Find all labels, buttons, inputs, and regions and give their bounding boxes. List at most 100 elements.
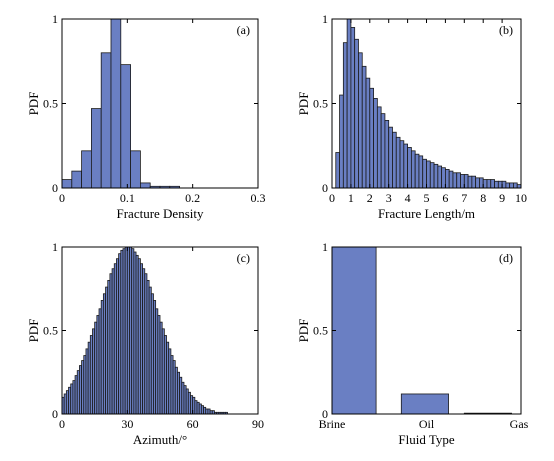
x-tick-label: 0.3 — [251, 191, 266, 205]
y-tick-label: 1 — [322, 240, 328, 254]
histogram-bar — [335, 152, 340, 189]
histogram-bar — [61, 179, 73, 189]
histogram-bar — [429, 162, 435, 189]
x-axis-label: Azimuth/° — [133, 432, 187, 447]
histogram-bar — [380, 113, 386, 189]
histogram-bar — [479, 177, 484, 189]
panel-d: 0 0.5 1 Brine Oil Gas Fluid Type PDF (d) — [296, 240, 529, 447]
panel-a: 0 0.5 1 0 0.1 0.2 0.3 Fracture Density PDF (a) — [26, 12, 266, 221]
histogram-bar — [358, 52, 363, 189]
x-tick-label: 1 — [348, 191, 354, 205]
histogram-bar — [456, 172, 461, 189]
histogram-bar — [110, 18, 122, 189]
histogram-bar — [452, 172, 458, 189]
histogram-bar — [501, 180, 507, 189]
x-tick-label: 9 — [499, 191, 505, 205]
y-tick-label: 0 — [322, 407, 328, 421]
histogram-bar — [395, 136, 401, 189]
histogram-bar — [373, 98, 378, 189]
histogram-bar — [365, 77, 371, 189]
histogram-bar — [418, 155, 424, 189]
histogram-bar — [392, 131, 397, 189]
histogram-bar — [410, 150, 416, 189]
y-tick-label: 1 — [52, 240, 58, 254]
x-tick-label: 30 — [121, 417, 133, 431]
y-tick-label: 0.5 — [313, 97, 328, 111]
histogram-bar — [414, 153, 420, 189]
y-axis-label: PDF — [26, 319, 41, 343]
y-tick-label: 1 — [52, 12, 58, 26]
histogram-bar — [388, 126, 393, 189]
histogram-bar — [497, 180, 503, 189]
y-axis-label: PDF — [26, 92, 41, 116]
x-tick-label: 90 — [252, 417, 264, 431]
x-axis-label: Fluid Type — [398, 432, 455, 447]
histogram-bar — [482, 179, 488, 189]
y-tick-label: 0 — [52, 407, 58, 421]
x-tick-label: 0.1 — [120, 191, 135, 205]
x-tick-label: 60 — [187, 417, 199, 431]
x-tick-label: 2 — [367, 191, 373, 205]
histogram-bar — [433, 163, 439, 189]
histogram-bar — [516, 184, 522, 189]
histogram-bar — [350, 27, 356, 189]
x-tick-label: 8 — [480, 191, 486, 205]
histogram-bar — [376, 106, 382, 189]
histogram-bar — [407, 147, 412, 189]
histogram-bar — [448, 170, 454, 189]
histogram-bar — [139, 182, 151, 189]
x-tick-label: 0 — [59, 191, 65, 205]
histogram-bar — [490, 179, 495, 189]
panel-label: (b) — [499, 23, 513, 37]
bar-oil — [400, 393, 449, 415]
histogram-bar — [441, 167, 446, 189]
histogram-bar — [426, 160, 431, 189]
panel-label: (c) — [237, 251, 250, 265]
histogram-bar — [71, 170, 83, 189]
histogram-bar — [494, 180, 499, 189]
panel-label: (d) — [499, 251, 513, 265]
histogram-bar — [444, 169, 450, 189]
x-tick-label: 3 — [386, 191, 392, 205]
histogram-bar — [463, 174, 469, 189]
x-tick-label-gas: Gas — [510, 417, 529, 431]
y-tick-label: 0 — [52, 181, 58, 195]
histogram-bar — [399, 140, 405, 189]
histogram-bar — [513, 182, 518, 189]
histogram-bar — [437, 165, 443, 189]
histogram-bar — [467, 175, 473, 189]
y-tick-label: 0.5 — [43, 324, 58, 338]
x-tick-label: 6 — [442, 191, 448, 205]
histogram-bar — [505, 182, 511, 189]
x-tick-label: 0.2 — [185, 191, 200, 205]
histogram-bar — [369, 87, 374, 189]
histogram-bar — [475, 177, 480, 189]
histogram-bar — [342, 42, 348, 189]
x-tick-label-oil: Oil — [419, 417, 435, 431]
x-tick-label: 10 — [515, 191, 527, 205]
y-tick-label: 1 — [322, 12, 328, 26]
y-axis-label: PDF — [296, 92, 311, 116]
histogram-bar — [460, 174, 465, 189]
x-axis-label: Fracture Length/m — [378, 206, 475, 221]
histogram-bar — [422, 158, 427, 189]
histogram-bar — [354, 38, 359, 189]
histogram-bar — [384, 120, 390, 189]
x-tick-label-brine: Brine — [319, 417, 346, 431]
histogram-bar — [346, 18, 352, 189]
histogram-bar — [509, 182, 514, 189]
panel-c: 0 0.5 1 0 30 60 90 Azimuth/° PDF (c) — [26, 240, 264, 447]
y-tick-label: 0.5 — [313, 324, 328, 338]
x-tick-label: 0 — [329, 191, 335, 205]
histogram-bar — [486, 179, 492, 189]
histogram-bar — [91, 108, 102, 189]
bar-brine — [331, 246, 377, 415]
y-tick-label: 0.5 — [43, 97, 58, 111]
x-tick-label: 4 — [405, 191, 411, 205]
x-tick-label: 7 — [461, 191, 467, 205]
y-axis-label: PDF — [296, 319, 311, 343]
histogram-bar — [130, 150, 141, 189]
panel-label: (a) — [237, 23, 250, 37]
